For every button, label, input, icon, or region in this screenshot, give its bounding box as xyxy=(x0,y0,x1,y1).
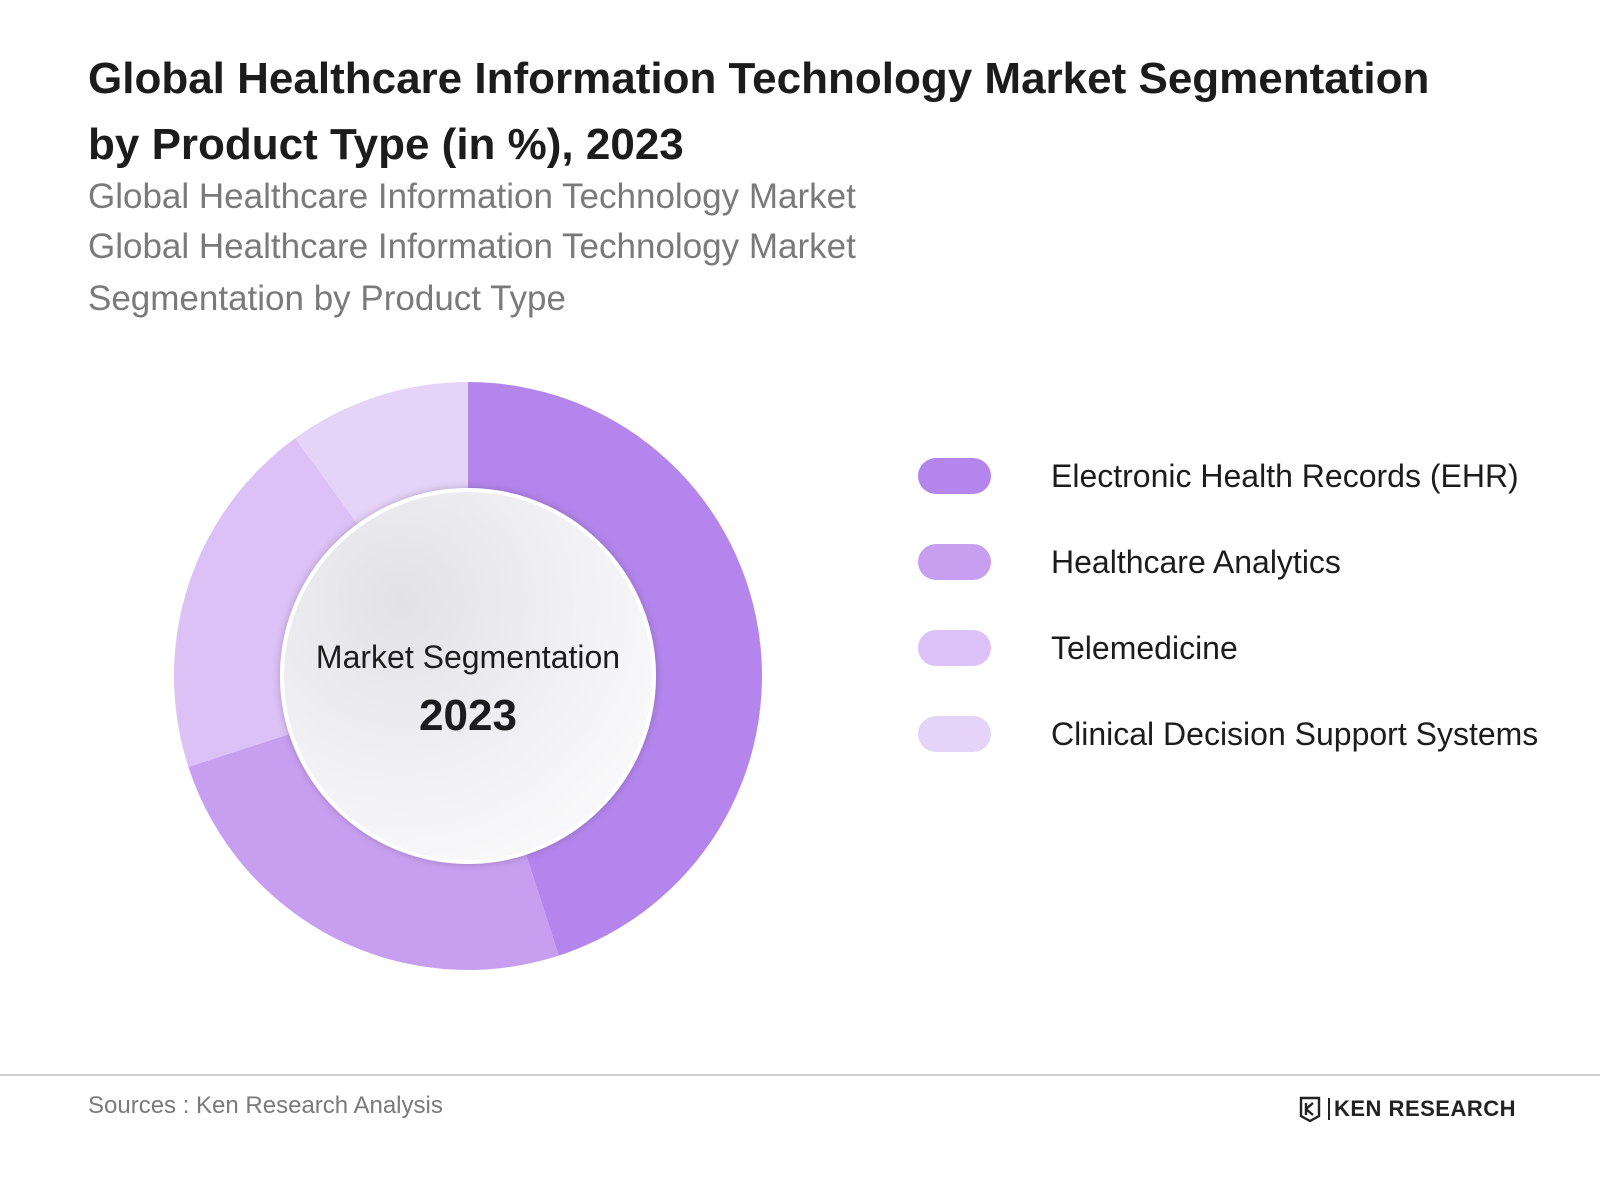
donut-slice-2 xyxy=(188,733,559,970)
chart-title: Global Healthcare Information Technology… xyxy=(88,46,1548,178)
center-value: 2023 xyxy=(419,691,517,740)
legend-swatch xyxy=(918,716,991,752)
legend-swatch xyxy=(918,544,991,580)
source-note: Sources : Ken Research Analysis xyxy=(88,1092,443,1119)
brand-logo: KEN RESEARCH xyxy=(1298,1094,1516,1124)
title-line-2: by Product Type (in %), 2023 xyxy=(88,120,684,169)
donut-center xyxy=(280,488,656,864)
brand-name: KEN RESEARCH xyxy=(1334,1096,1517,1121)
donut-chart: Market Segmentation 2023 xyxy=(173,382,762,970)
brand-separator xyxy=(1328,1098,1330,1120)
donut-slice-4 xyxy=(295,382,468,526)
ken-research-logo-icon xyxy=(1299,1096,1321,1123)
legend-item-analytics: Healthcare Analytics xyxy=(918,542,1558,582)
center-label: Market Segmentation xyxy=(316,639,620,675)
legend-item-cdss: Clinical Decision Support Systems xyxy=(918,714,1558,754)
donut-slice-3 xyxy=(173,438,359,767)
donut-slices xyxy=(173,382,762,970)
legend-swatch xyxy=(918,630,991,666)
legend-item-ehr: Electronic Health Records (EHR) xyxy=(918,456,1558,496)
footer-divider xyxy=(0,1074,1600,1076)
legend-label: Telemedicine xyxy=(1051,630,1238,666)
chart-subtitle: Global Healthcare Information Technology… xyxy=(88,172,1088,324)
legend-swatch xyxy=(918,458,991,494)
title-line-1: Global Healthcare Information Technology… xyxy=(88,54,1430,103)
legend-item-telemedicine: Telemedicine xyxy=(918,628,1558,668)
legend-label: Clinical Decision Support Systems xyxy=(1051,716,1539,752)
subtitle-line-1: Global Healthcare Information Technology… xyxy=(88,177,856,216)
subtitle-line-3: Segmentation by Product Type xyxy=(88,279,566,318)
subtitle-line-2: Global Healthcare Information Technology… xyxy=(88,227,856,266)
donut-slice-1 xyxy=(468,382,762,956)
legend-label: Healthcare Analytics xyxy=(1051,544,1341,580)
legend-label: Electronic Health Records (EHR) xyxy=(1051,458,1519,494)
